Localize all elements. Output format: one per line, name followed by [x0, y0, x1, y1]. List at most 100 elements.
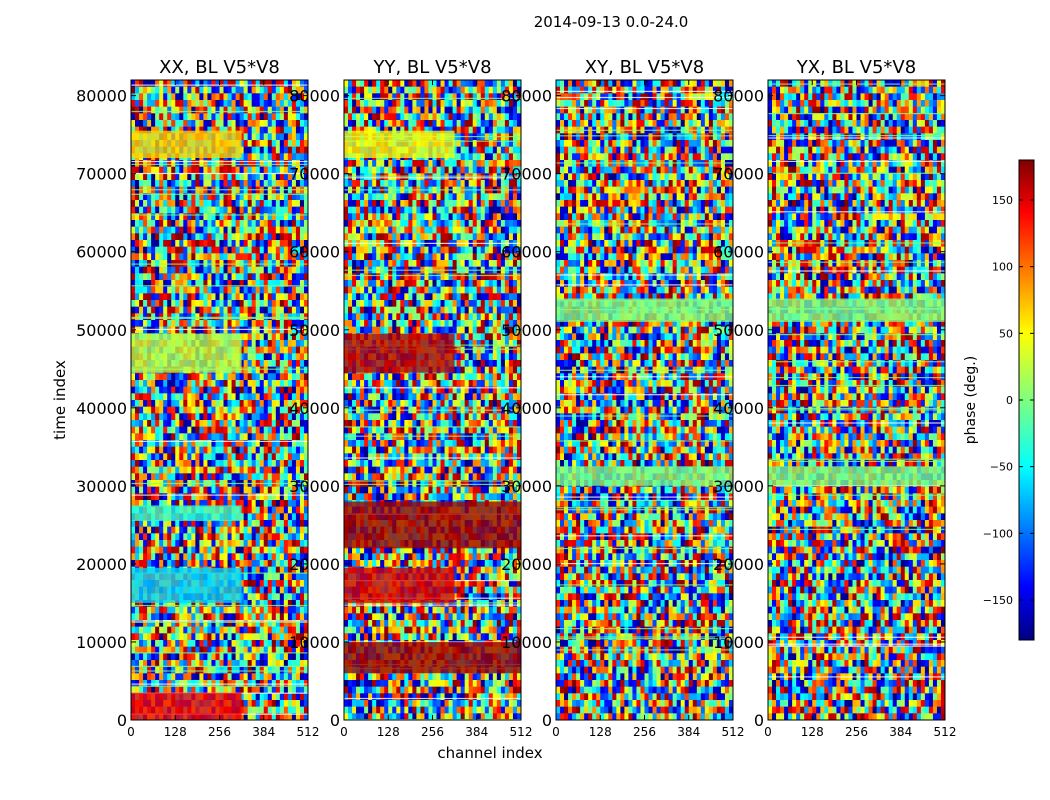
flag-stripe	[768, 137, 945, 139]
y-tick-label: 70000	[501, 165, 552, 184]
coherent-phase-band	[344, 333, 455, 373]
x-tick-label: 128	[801, 725, 824, 739]
x-tick-label: 384	[889, 725, 912, 739]
flag-stripe	[131, 440, 308, 442]
y-tick-label: 20000	[501, 555, 552, 574]
x-tick-label: 128	[164, 725, 187, 739]
flag-stripe	[131, 328, 308, 330]
colorbar-label: phase (deg.)	[963, 356, 979, 444]
x-tick-label: 256	[421, 725, 444, 739]
flag-stripe	[768, 643, 945, 645]
flag-stripe	[556, 649, 733, 651]
y-tick-label: 50000	[713, 321, 764, 340]
flag-stripe	[344, 189, 521, 191]
panel-yx: YX, BL V5*V8 0 128 256 384 512 0 10000 20000 3000…	[713, 57, 956, 739]
flag-stripe	[131, 670, 308, 672]
x-tick-label: 0	[340, 725, 348, 739]
flag-stripe	[556, 440, 733, 442]
flag-stripe	[131, 285, 308, 287]
y-tick-label: 60000	[501, 243, 552, 262]
flag-stripe	[768, 211, 945, 213]
flag-stripe	[556, 509, 733, 511]
x-tick-label: 256	[208, 725, 231, 739]
x-tick-label: 512	[934, 725, 957, 739]
y-tick-label: 30000	[289, 477, 340, 496]
flag-stripe	[131, 652, 308, 654]
flag-stripe	[556, 507, 733, 509]
flag-stripe	[556, 628, 733, 630]
flag-stripe	[768, 334, 945, 336]
y-tick-label: 50000	[289, 321, 340, 340]
flag-stripe	[768, 460, 945, 462]
coherent-phase-band	[131, 505, 242, 521]
flag-stripe	[344, 480, 521, 482]
flag-stripe	[768, 645, 945, 647]
coherent-phase-band	[131, 333, 242, 373]
flag-stripe	[344, 602, 521, 604]
flag-stripe	[344, 435, 521, 437]
y-tick-label: 70000	[713, 165, 764, 184]
x-tick-label: 384	[252, 725, 275, 739]
panel-title: XX, BL V5*V8	[159, 57, 280, 78]
flag-stripe	[768, 458, 945, 460]
flag-stripe	[344, 426, 521, 428]
coherent-phase-band	[344, 642, 521, 674]
colorbar-ticks: 150 100 50 0 −50 −100 −150	[983, 194, 1034, 607]
flag-stripe	[768, 676, 945, 678]
colorbar-tick-label: 150	[992, 194, 1013, 207]
flag-stripe	[344, 457, 521, 459]
y-tick-label: 20000	[76, 555, 127, 574]
flag-stripe	[344, 175, 521, 177]
y-tick-label: 70000	[76, 165, 127, 184]
flag-stripe	[131, 163, 308, 165]
flag-stripe	[131, 214, 308, 216]
flag-stripe	[768, 494, 945, 496]
coherent-phase-band	[344, 567, 455, 603]
y-tick-label: 0	[754, 711, 764, 730]
colorbar-tick-label: −50	[990, 461, 1013, 474]
flag-stripe	[556, 369, 733, 371]
flag-stripe	[131, 189, 308, 191]
panel-title: XY, BL V5*V8	[585, 57, 704, 78]
flag-stripe	[131, 621, 308, 623]
y-tick-label: 30000	[76, 477, 127, 496]
y-tick-label: 0	[117, 711, 127, 730]
x-axis-label: channel index	[437, 744, 542, 762]
flag-stripe	[131, 316, 308, 318]
y-tick-label: 20000	[289, 555, 340, 574]
flag-stripe	[344, 242, 521, 244]
flag-stripe	[556, 638, 733, 640]
flag-stripe	[768, 270, 945, 272]
flag-stripe	[556, 284, 733, 286]
y-tick-label: 20000	[713, 555, 764, 574]
flag-stripe	[556, 499, 733, 501]
coherent-phase-band	[556, 466, 733, 486]
x-tick-label: 256	[845, 725, 868, 739]
y-tick-label: 60000	[713, 243, 764, 262]
y-tick-label: 10000	[289, 633, 340, 652]
flag-stripe	[131, 172, 308, 175]
x-tick-label: 0	[127, 725, 135, 739]
flag-stripe	[768, 636, 945, 638]
y-tick-label: 50000	[501, 321, 552, 340]
flag-stripe	[556, 584, 733, 586]
flag-stripe	[131, 193, 308, 195]
coherent-phase-band	[131, 130, 242, 158]
flag-stripe	[131, 84, 308, 86]
flag-stripe	[131, 317, 308, 319]
y-tick-label: 40000	[501, 399, 552, 418]
flag-stripe	[131, 494, 308, 496]
flag-stripe	[768, 172, 945, 174]
flag-stripe	[556, 107, 733, 110]
flag-stripe	[131, 665, 308, 667]
flag-stripe	[556, 376, 733, 378]
flag-stripe	[556, 162, 733, 164]
y-tick-label: 50000	[76, 321, 127, 340]
y-tick-label: 80000	[501, 87, 552, 106]
flag-stripe	[768, 384, 945, 387]
flag-stripe	[131, 683, 308, 685]
flag-stripe	[344, 97, 521, 99]
coherent-phase-band	[556, 298, 733, 322]
flag-stripe	[768, 135, 945, 137]
